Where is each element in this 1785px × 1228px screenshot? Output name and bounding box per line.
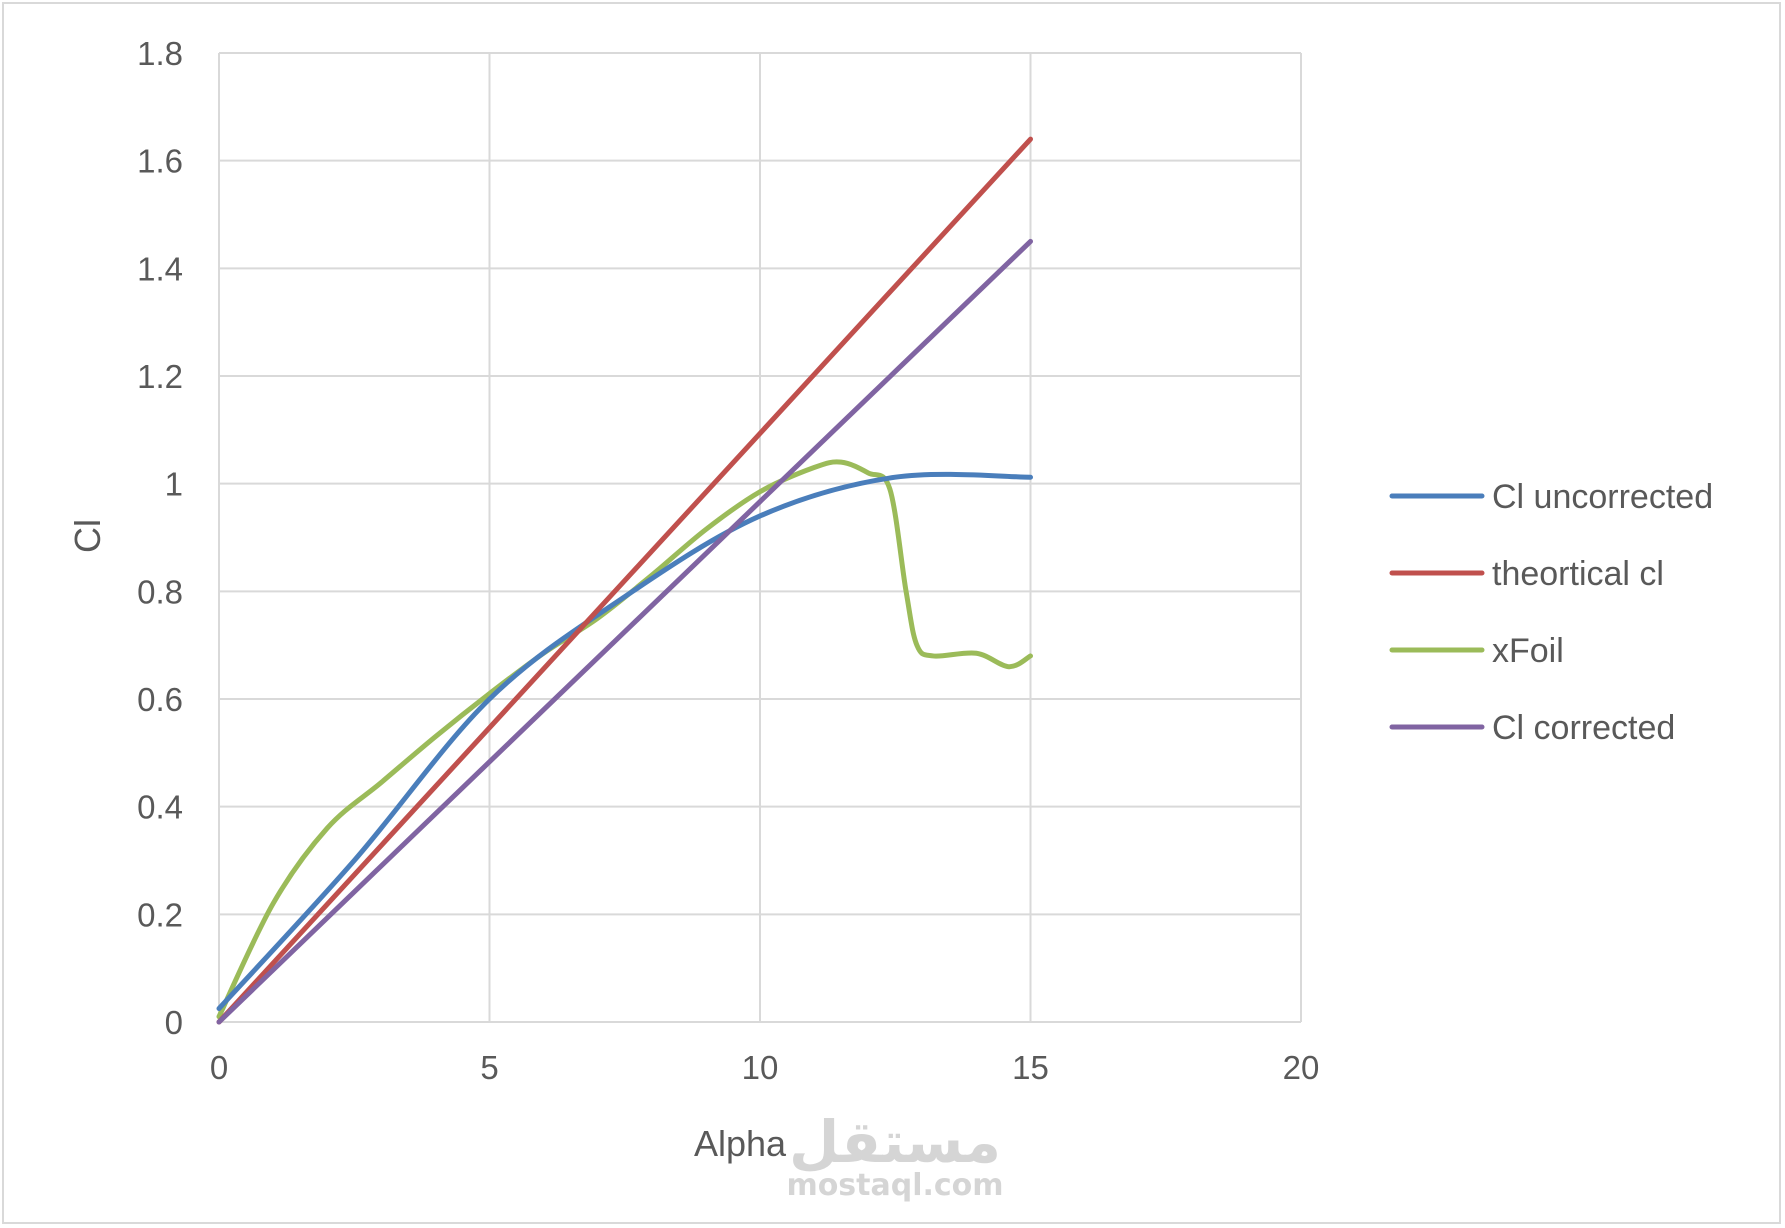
legend: Cl uncorrected theortical cl xFoil Cl corre… bbox=[1389, 478, 1713, 747]
x-axis-title: Alpha bbox=[694, 1123, 787, 1164]
y-tick-label: 1 bbox=[165, 466, 183, 503]
y-tick-label: 0.2 bbox=[137, 896, 183, 933]
y-tick-label: 0.8 bbox=[137, 573, 183, 610]
series-line-xfoil bbox=[216, 459, 1033, 1020]
y-tick-label: 1.2 bbox=[137, 358, 183, 395]
watermark-latin: mostaql.com bbox=[786, 1168, 1003, 1203]
series-line-theortical-cl bbox=[216, 136, 1033, 1025]
series-lines bbox=[216, 136, 1033, 1025]
legend-label: theortical cl bbox=[1492, 555, 1664, 593]
y-axis-title: Cl bbox=[67, 519, 108, 553]
legend-label: Cl corrected bbox=[1492, 709, 1675, 747]
gridlines bbox=[218, 52, 1302, 1023]
series-line-cl-uncorrected bbox=[216, 471, 1033, 1012]
y-tick-label: 1.6 bbox=[137, 143, 183, 180]
y-tick-label: 0.6 bbox=[137, 681, 183, 718]
legend-item-xfoil: xFoil bbox=[1389, 632, 1564, 670]
x-tick-label: 20 bbox=[1283, 1049, 1320, 1086]
x-tick-label: 15 bbox=[1012, 1049, 1049, 1086]
tick-labels: 0 0.2 0.4 0.6 0.8 1 1.2 1.4 1.6 1.8 0 5 10 15 20 bbox=[137, 35, 1319, 1086]
x-tick-label: 5 bbox=[480, 1049, 498, 1086]
series-line-cl-corrected bbox=[216, 238, 1033, 1025]
y-tick-label: 0.4 bbox=[137, 789, 183, 826]
legend-item-cl-uncorrected: Cl uncorrected bbox=[1389, 478, 1713, 516]
watermark: مستقل mostaql.com bbox=[786, 1108, 1003, 1203]
legend-label: xFoil bbox=[1492, 632, 1564, 670]
x-tick-label: 0 bbox=[210, 1049, 228, 1086]
x-tick-label: 10 bbox=[742, 1049, 779, 1086]
y-tick-label: 1.8 bbox=[137, 35, 183, 72]
legend-item-theortical-cl: theortical cl bbox=[1389, 555, 1664, 593]
y-tick-label: 0 bbox=[165, 1004, 183, 1041]
legend-item-cl-corrected: Cl corrected bbox=[1389, 709, 1675, 747]
legend-label: Cl uncorrected bbox=[1492, 478, 1713, 516]
watermark-arabic: مستقل bbox=[789, 1108, 1001, 1176]
y-tick-label: 1.4 bbox=[137, 250, 183, 287]
